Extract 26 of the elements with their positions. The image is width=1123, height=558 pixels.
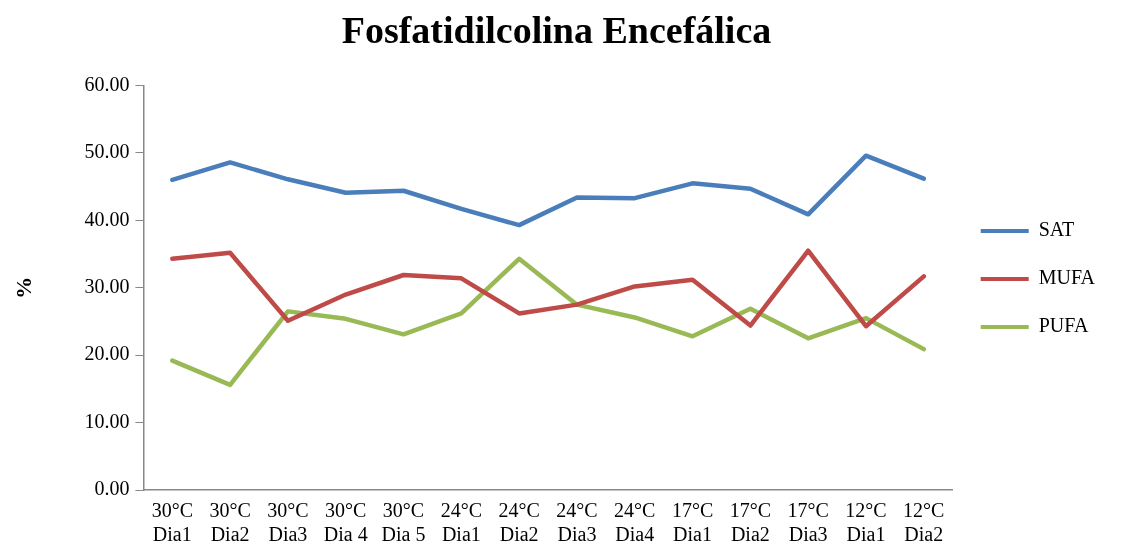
legend-label: MUFA bbox=[1038, 266, 1096, 289]
x-tick-label: 12°C Dia2 bbox=[903, 499, 945, 546]
y-tick-label: 10.00 bbox=[84, 409, 130, 432]
x-tick-label: 17°C Dia2 bbox=[729, 499, 772, 546]
x-tick-label: 24°C Dia4 bbox=[614, 499, 656, 546]
y-tick-label: 30.00 bbox=[84, 275, 130, 298]
x-tick-label: 30°C Dia 5 bbox=[381, 499, 426, 546]
y-tick-label: 40.00 bbox=[84, 207, 130, 230]
x-tick-label: 30°C Dia1 bbox=[151, 499, 193, 546]
y-tick-label: 60.00 bbox=[84, 72, 130, 95]
chart-title: Fosfatidilcolina Encefálica bbox=[341, 8, 772, 51]
legend-label: SAT bbox=[1038, 218, 1075, 241]
y-tick-label: 20.00 bbox=[84, 342, 130, 365]
x-tick-label: 30°C Dia3 bbox=[267, 499, 309, 546]
y-tick-label: 50.00 bbox=[84, 140, 130, 163]
x-tick-label: 24°C Dia1 bbox=[440, 499, 483, 546]
legend-label: PUFA bbox=[1038, 314, 1089, 337]
x-tick-label: 12°C Dia1 bbox=[845, 499, 887, 546]
y-axis-title: % bbox=[10, 276, 36, 299]
x-tick-label: 30°C Dia2 bbox=[209, 499, 251, 546]
x-tick-label: 17°C Dia1 bbox=[671, 499, 714, 546]
x-tick-label: 17°C Dia3 bbox=[787, 499, 829, 546]
x-tick-label: 24°C Dia3 bbox=[556, 499, 598, 546]
x-tick-label: 24°C Dia2 bbox=[498, 499, 540, 546]
y-tick-label: 0.00 bbox=[94, 477, 130, 500]
x-tick-label: 30°C Dia 4 bbox=[323, 499, 368, 546]
